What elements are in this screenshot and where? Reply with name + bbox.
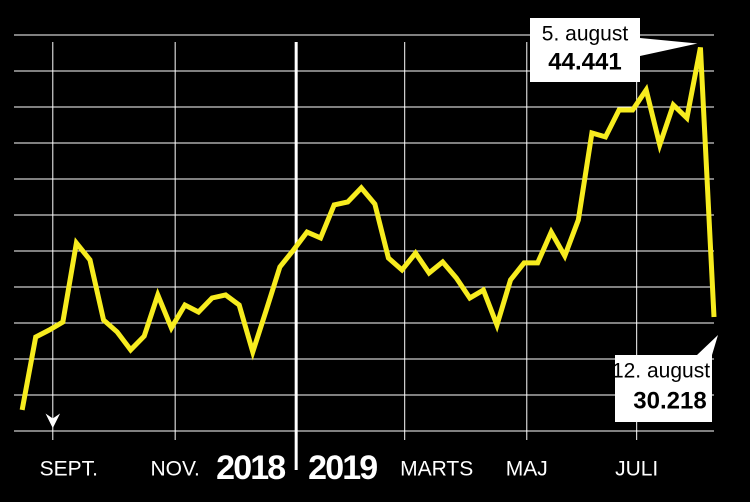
annotation-date: 5. august	[542, 23, 629, 46]
x-tick-label: SEPT.	[40, 458, 98, 481]
x-tick-label: NOV.	[150, 458, 199, 481]
callout	[615, 334, 718, 422]
year-label: 2019	[308, 449, 378, 487]
x-tick-label: MAJ	[506, 458, 548, 481]
annotation-date: 12. august	[612, 360, 710, 383]
year-label: 2018	[216, 449, 286, 487]
x-tick-label: MARTS	[400, 458, 473, 481]
annotation-value: 30.218	[633, 387, 706, 414]
callout	[530, 18, 698, 82]
annotation-value: 44.441	[548, 48, 621, 75]
x-tick-label: JULI	[615, 458, 658, 481]
line	[19, 47, 717, 411]
tick-arrow	[45, 413, 61, 429]
